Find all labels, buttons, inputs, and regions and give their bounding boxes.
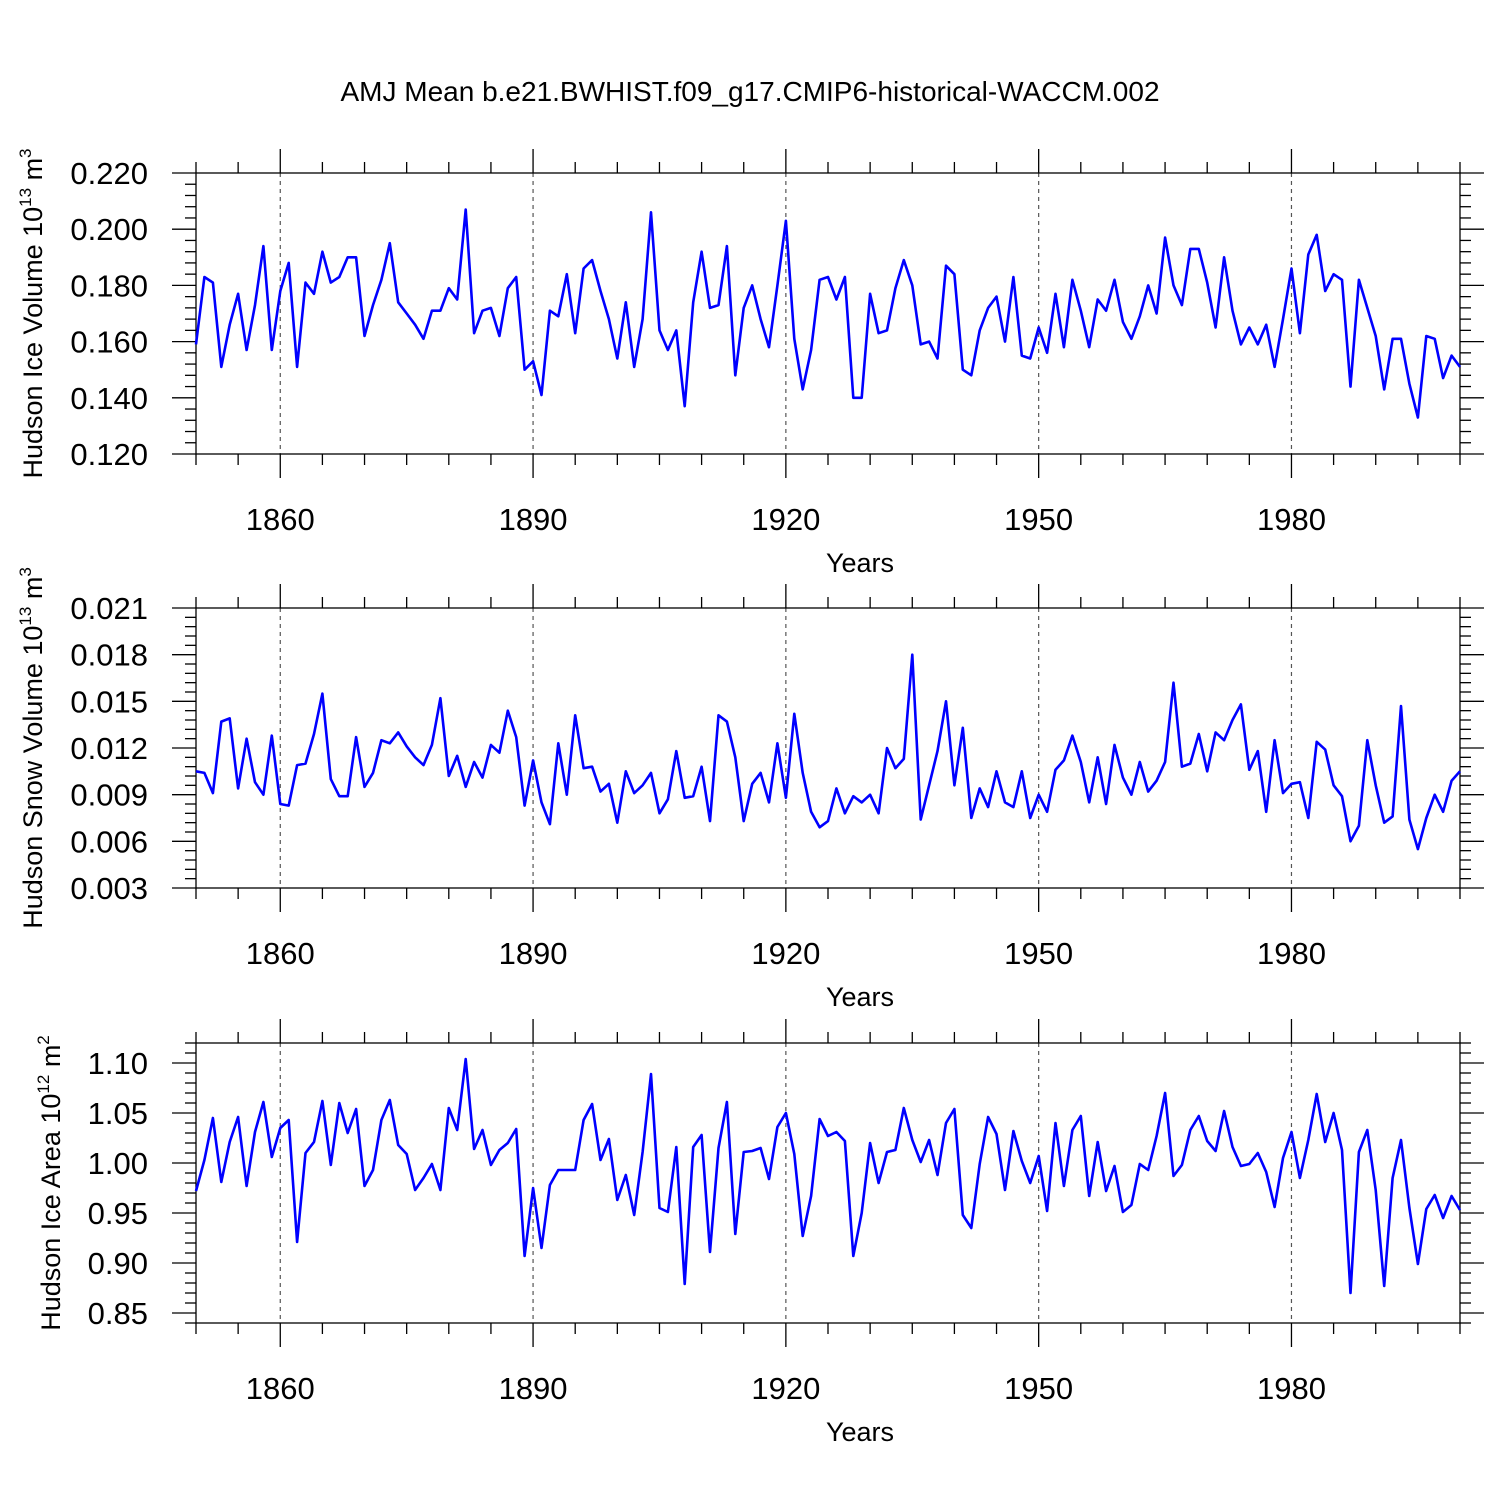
y-tick-label: 0.006 xyxy=(70,824,148,859)
x-tick-label: 1920 xyxy=(751,1371,820,1406)
y-tick-label: 0.180 xyxy=(70,268,148,303)
chart-title: AMJ Mean b.e21.BWHIST.f09_g17.CMIP6-hist… xyxy=(340,76,1159,107)
x-tick-label: 1950 xyxy=(1004,936,1073,971)
plot-frame xyxy=(195,172,1461,455)
y-axis-label: Hudson Snow Volume 1013 m3 xyxy=(16,567,48,929)
y-tick-label: 0.012 xyxy=(70,731,148,766)
x-tick-label: 1980 xyxy=(1257,936,1326,971)
y-tick-label: 0.018 xyxy=(70,638,148,673)
series-line xyxy=(194,208,1462,419)
x-tick-label: 1950 xyxy=(1004,502,1073,537)
y-tick-label: 1.05 xyxy=(88,1096,148,1131)
panel-ice-area: 1860 1890 1920 1950 1980 0.85 0.90 0.95 1.00 1.05… xyxy=(34,1019,1484,1447)
y-axis-label: Hudson Ice Volume 1013 m3 xyxy=(16,148,48,478)
y-tick-label: 0.015 xyxy=(70,684,148,719)
x-tick-label: 1890 xyxy=(499,936,568,971)
plot-frame xyxy=(195,607,1461,889)
y-tick-label: 0.220 xyxy=(70,156,148,191)
x-tick-label: 1920 xyxy=(751,936,820,971)
panel-snow-volume: 1860 1890 1920 1950 1980 0.003 0.006 0.009 0.012… xyxy=(16,567,1484,1012)
y-tick-label: 0.021 xyxy=(70,591,148,626)
series-line xyxy=(194,1057,1462,1295)
y-tick-label: 0.160 xyxy=(70,325,148,360)
y-tick-label: 0.009 xyxy=(70,778,148,813)
x-tick-label: 1860 xyxy=(246,936,315,971)
y-tick-label: 0.90 xyxy=(88,1246,148,1281)
x-tick-label: 1980 xyxy=(1257,502,1326,537)
x-tick-label: 1890 xyxy=(499,502,568,537)
x-axis-label: Years xyxy=(826,982,894,1012)
x-tick-label: 1950 xyxy=(1004,1371,1073,1406)
plot-frame xyxy=(195,1042,1461,1324)
y-tick-label: 1.00 xyxy=(88,1146,148,1181)
y-axis-label: Hudson Ice Area 1012 m2 xyxy=(34,1035,66,1331)
x-tick-label: 1860 xyxy=(246,502,315,537)
y-tick-label: 0.003 xyxy=(70,871,148,906)
y-tick-label: 0.120 xyxy=(70,437,148,472)
series-line xyxy=(195,653,1461,851)
panel-ice-volume: 1860 1890 1920 1950 1980 0.120 0.140 0.160 0.180… xyxy=(16,148,1484,578)
x-tick-label: 1980 xyxy=(1257,1371,1326,1406)
x-tick-label: 1860 xyxy=(246,1371,315,1406)
y-tick-label: 1.10 xyxy=(88,1046,148,1081)
y-tick-label: 0.140 xyxy=(70,381,148,416)
y-tick-label: 0.95 xyxy=(88,1196,148,1231)
x-axis-label: Years xyxy=(826,548,894,578)
y-tick-label: 0.85 xyxy=(88,1296,148,1331)
x-tick-label: 1920 xyxy=(751,502,820,537)
y-tick-label: 0.200 xyxy=(70,212,148,247)
x-tick-label: 1890 xyxy=(499,1371,568,1406)
x-axis-label: Years xyxy=(826,1417,894,1447)
